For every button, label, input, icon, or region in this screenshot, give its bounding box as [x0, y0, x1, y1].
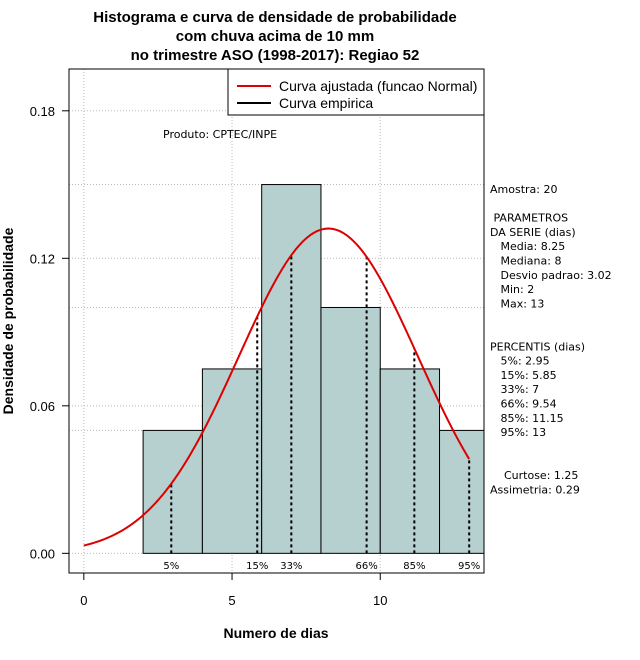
percentile-label-4: 66%	[355, 561, 377, 572]
legend-label-2: Curva empirica	[279, 95, 373, 111]
stats-line: 66%: 9.54	[490, 398, 557, 411]
y-tick-label: 0.00	[30, 546, 55, 561]
y-tick-label: 0.12	[30, 251, 55, 266]
y-axis-title: Densidade de probabilidade	[0, 227, 16, 414]
legend-label-1: Curva ajustada (funcao Normal)	[279, 78, 477, 94]
histogram-bar-6	[439, 429, 485, 554]
stats-line: Desvio padrao: 3.02	[490, 269, 612, 282]
stats-line: Amostra: 20	[490, 183, 557, 196]
y-tick-label: 0.18	[30, 104, 55, 119]
title-line-1: Histograma e curva de densidade de proba…	[93, 9, 456, 26]
chart-title: Histograma e curva de densidade de proba…	[93, 9, 456, 64]
axes: 0 5 10 0.00 0.06 0.12 0.18 Numero de dias Densid…	[0, 104, 387, 641]
histogram-bar-2	[201, 368, 263, 554]
stats-line: Media: 8.25	[490, 240, 565, 253]
title-line-3: no trimestre ASO (1998-2017): Regiao 52	[131, 47, 420, 64]
percentile-label-1: 5%	[163, 561, 179, 572]
fitted-normal-curve	[83, 227, 471, 547]
bars	[142, 184, 485, 554]
legend-box	[227, 68, 485, 116]
stats-line: Curtose: 1.25	[490, 469, 578, 482]
stats-line: Mediana: 8	[490, 255, 561, 268]
stats-line: PERCENTIS (dias)	[490, 340, 585, 353]
x-tick-label: 5	[228, 593, 235, 608]
stats-line: 95%: 13	[490, 426, 546, 439]
percentile-labels: 5% 15% 33% 66% 85% 95%	[163, 561, 480, 572]
percentile-label-5: 85%	[403, 561, 425, 572]
x-tick-label: 0	[80, 593, 87, 608]
stats-line: 5%: 2.95	[490, 355, 550, 368]
stats-line: DA SERIE (dias)	[490, 226, 576, 239]
stats-line: 15%: 5.85	[490, 369, 557, 382]
stats-line: 85%: 11.15	[490, 412, 564, 425]
percentile-label-2: 15%	[246, 561, 268, 572]
percentile-label-6: 95%	[458, 561, 480, 572]
legend: Curva ajustada (funcao Normal)Curva empi…	[227, 68, 485, 116]
percentile-label-3: 33%	[280, 561, 302, 572]
stats-line: Max: 13	[490, 297, 544, 310]
x-tick-label: 10	[373, 593, 387, 608]
histogram-bar-5	[379, 368, 441, 554]
fitted-curve	[83, 227, 471, 547]
x-axis-title: Numero de dias	[223, 625, 328, 641]
histogram-bar-4	[320, 306, 381, 554]
stats-line: PARAMETROS	[490, 212, 568, 225]
y-tick-label: 0.06	[30, 399, 55, 414]
stats-line: 33%: 7	[490, 383, 539, 396]
source-note: Produto: CPTEC/INPE	[163, 128, 277, 141]
stats-line: Assimetria: 0.29	[490, 483, 580, 496]
stats-line: Min: 2	[490, 283, 534, 296]
percentile-lines	[170, 255, 471, 554]
title-line-2: com chuva acima de 10 mm	[176, 28, 374, 45]
